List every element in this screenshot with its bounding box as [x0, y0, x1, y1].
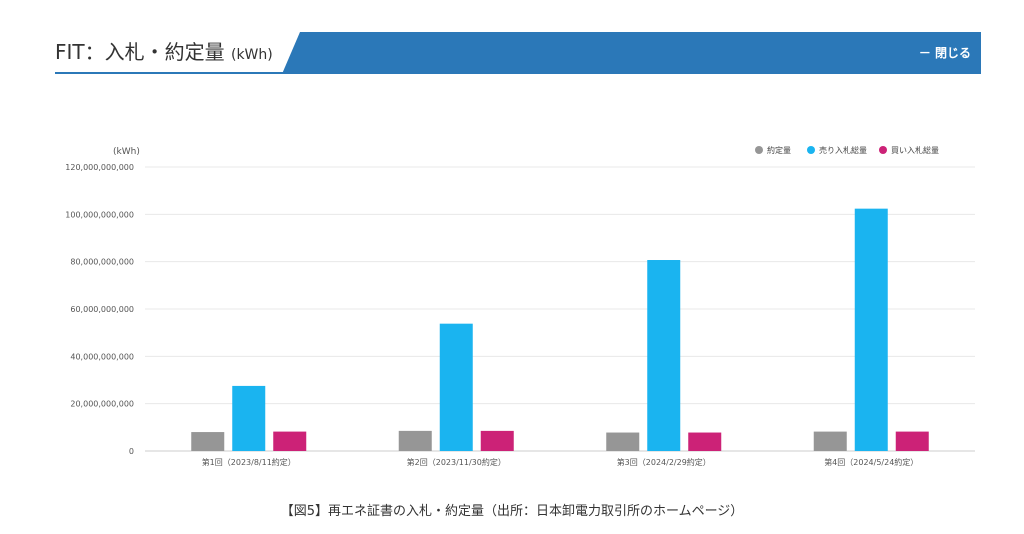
header-blue-band [282, 32, 981, 74]
y-axis-unit-label: (kWh) [113, 147, 140, 157]
y-tick-label: 120,000,000,000 [65, 163, 134, 172]
y-tick-label: 0 [129, 447, 134, 456]
y-tick-label: 60,000,000,000 [70, 305, 134, 314]
chart-panel: (kWh) 0 20,000,000,000 40,000,000,000 60,000… [55, 95, 981, 480]
bar-chart: (kWh) 0 20,000,000,000 40,000,000,000 60,000… [65, 145, 975, 467]
bar-kai [480, 430, 514, 451]
y-tick-label: 40,000,000,000 [70, 352, 134, 361]
bar-uri [232, 385, 266, 451]
x-tick-label: 第1回（2023/8/11約定） [202, 457, 296, 467]
bar-uri [439, 323, 473, 451]
y-tick-label: 20,000,000,000 [70, 400, 134, 409]
bar-uri [854, 208, 888, 451]
bar-kai [688, 432, 722, 451]
chart-header: FIT：入札・約定量 (kWh) － 閉じる [55, 32, 981, 74]
bar-kai [895, 431, 929, 451]
figure-caption: 【図5】再エネ証書の入札・約定量（出所：日本卸電力取引所のホームページ） [280, 504, 744, 519]
legend-label: 買い入札総量 [891, 145, 939, 155]
legend-marker [755, 146, 763, 154]
bar-yakujo [813, 431, 847, 451]
page-title: FIT：入札・約定量 (kWh) [55, 37, 273, 67]
bar-kai [273, 431, 307, 451]
y-tick-label: 80,000,000,000 [70, 258, 134, 267]
close-button[interactable]: － 閉じる [918, 46, 971, 60]
x-tick-label: 第3回（2024/2/29約定） [617, 457, 711, 467]
page-title-text: FIT：入札・約定量 [55, 40, 225, 64]
y-tick-label: 100,000,000,000 [65, 210, 134, 219]
legend-label: 売り入札総量 [819, 145, 867, 155]
legend-marker [879, 146, 887, 154]
page-title-unit: (kWh) [230, 47, 273, 63]
x-tick-label: 第2回（2023/11/30約定） [407, 457, 506, 467]
legend-marker [807, 146, 815, 154]
header-bar [55, 32, 981, 74]
bar-uri [647, 260, 681, 451]
bar-yakujo [606, 432, 640, 451]
bar-yakujo [398, 430, 432, 451]
x-tick-label: 第4回（2024/5/24約定） [824, 457, 918, 467]
legend-label: 約定量 [767, 145, 791, 155]
bar-yakujo [191, 432, 225, 451]
